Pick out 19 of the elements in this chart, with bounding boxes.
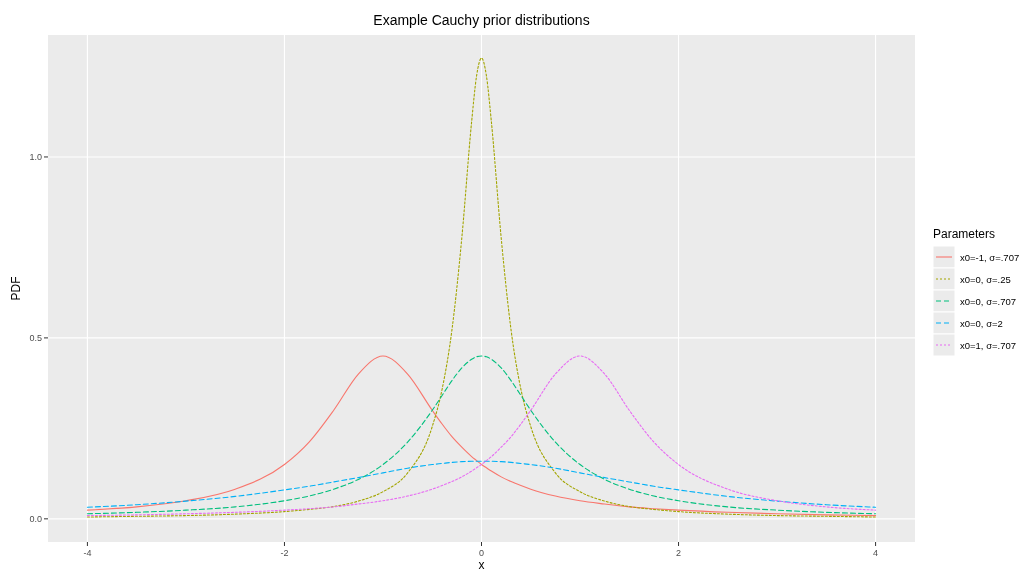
y-axis-title: PDF xyxy=(9,276,23,301)
legend-label: x0=0, σ=.25 xyxy=(960,274,1011,285)
legend-label: x0=-1, σ=.707 xyxy=(960,252,1020,263)
x-tick-label: -2 xyxy=(280,548,289,558)
line-series xyxy=(86,460,877,508)
y-tick-label: 1.0 xyxy=(29,151,42,162)
legend-label: x0=0, σ=2 xyxy=(960,318,1003,329)
x-tick-label: 4 xyxy=(873,548,879,558)
y-tick-label: 0.0 xyxy=(29,513,42,524)
x-tick-label: 2 xyxy=(676,548,682,558)
x-tick-label: -4 xyxy=(83,548,92,558)
y-tick-label: 0.5 xyxy=(29,332,42,343)
legend-label: x0=0, σ=.707 xyxy=(960,296,1017,307)
x-axis-title: x xyxy=(478,558,485,572)
chart-title: Example Cauchy prior distributions xyxy=(373,12,590,28)
line-series xyxy=(86,57,877,518)
legend-title: Parameters xyxy=(933,227,996,241)
x-tick-label: 0 xyxy=(478,548,485,558)
legend-label: x0=1, σ=.707 xyxy=(960,340,1017,351)
